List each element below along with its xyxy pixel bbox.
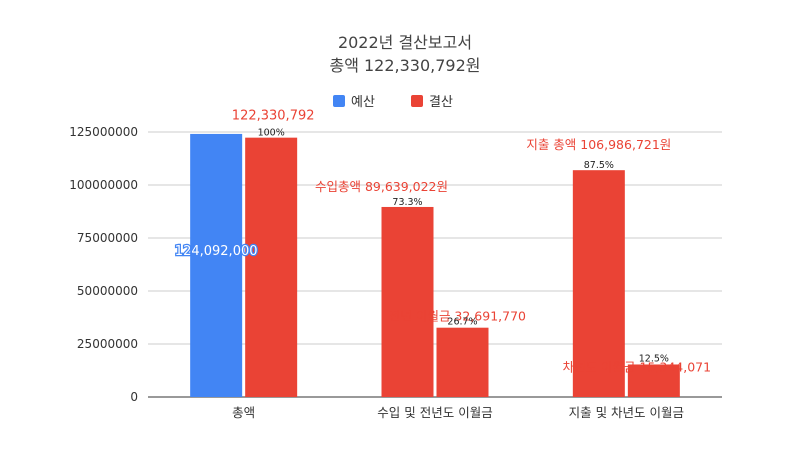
bar: [627, 364, 680, 397]
data-label: 73.3%: [392, 197, 422, 208]
data-label: 지출 총액 106,986,721원: [526, 137, 671, 152]
data-label: 100%: [258, 128, 285, 139]
data-label: 전년 이월금 32,691,770: [389, 309, 526, 324]
chart-subtitle: 총액 122,330,792원: [329, 56, 480, 75]
bar: [572, 170, 625, 397]
y-tick-label: 50000000: [77, 284, 138, 298]
x-tick-label: 총액: [232, 405, 255, 420]
data-label: 차년도 이월금 15,344,071: [563, 360, 712, 375]
y-tick-label: 0: [130, 390, 138, 404]
x-tick-label: 지출 및 차년도 이월금: [569, 405, 684, 420]
data-label: 12.5%: [639, 353, 669, 364]
gridlines: [148, 131, 722, 398]
legend-label: 예산: [351, 95, 375, 110]
bar: [436, 327, 489, 397]
y-tick-label: 100000000: [69, 178, 138, 192]
legend-label: 결산: [429, 95, 453, 110]
y-tick-label: 75000000: [77, 231, 138, 245]
data-label: 122,330,792: [232, 109, 315, 124]
data-label: 124,092,000: [175, 244, 258, 259]
y-axis: 0 25000000 50000000 75000000 100000000 125000…: [69, 125, 138, 404]
bar: [381, 206, 434, 397]
bar: [245, 137, 298, 397]
data-label: 26.7%: [447, 317, 477, 328]
y-tick-label: 125000000: [69, 125, 138, 139]
legend: 예산 결산: [333, 95, 453, 110]
bar: [190, 133, 243, 397]
legend-swatch: [333, 95, 345, 107]
data-labels: 124,092,000 122,330,792 100% 수입총액 89,639,02…: [174, 109, 712, 375]
x-tick-label: 수입 및 전년도 이월금: [377, 405, 492, 420]
y-tick-label: 25000000: [77, 337, 138, 351]
data-label: 수입총액 89,639,022원: [315, 179, 448, 194]
chart-title: 2022년 결산보고서: [338, 33, 472, 52]
legend-swatch: [411, 95, 423, 107]
x-axis: 총액 수입 및 전년도 이월금 지출 및 차년도 이월금: [232, 405, 684, 420]
data-label: 87.5%: [584, 160, 614, 171]
bars: [190, 133, 680, 397]
